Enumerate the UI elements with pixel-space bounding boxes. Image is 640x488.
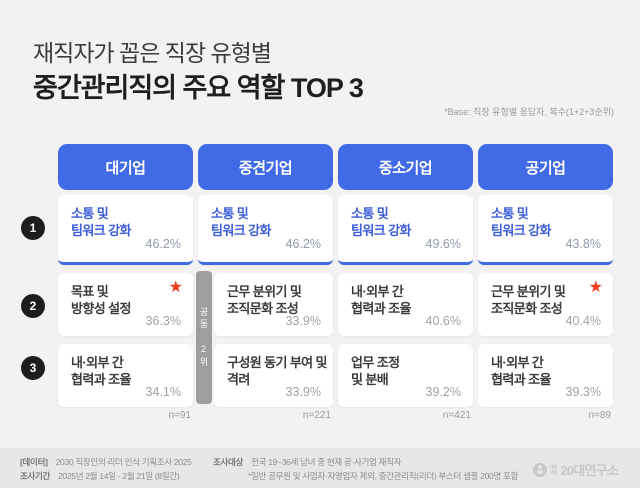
column-header-midsize-company: 중견기업: [198, 144, 333, 190]
card-midsize-rank2: 근무 분위기 및 조직문화 조성 33.9%: [214, 273, 333, 336]
card-value: 49.6%: [425, 237, 461, 251]
card-value: 39.3%: [565, 385, 601, 399]
footer-target-value: 전국 19~36세 남녀 중 현재 공·사기업 재직자: [251, 457, 402, 467]
footer-period-value: 2025년 2월 14일 - 2월 21일 (8일간): [58, 471, 180, 481]
card-small-rank1: 소통 및 팀워크 강화 49.6%: [338, 195, 473, 265]
card-public-rank3: 내·외부 간 협력과 조율 39.3%: [478, 344, 613, 407]
card-label: 소통 및 팀워크 강화: [351, 206, 411, 238]
rank-1-badge: 1: [21, 216, 45, 240]
footer-target-line: 조사대상 전국 19~36세 남녀 중 현재 공·사기업 재직자: [213, 455, 518, 469]
sample-size-large: n=91: [168, 410, 191, 421]
column-header-public-company: 공기업: [478, 144, 613, 190]
page-title-line1: 재직자가 꼽은 직장 유형별: [33, 40, 272, 66]
page-title-line2: 중간관리직의 주요 역할 TOP 3: [33, 73, 364, 103]
column-header-large-company: 대기업: [58, 144, 193, 190]
logo-text: 20대연구소: [560, 463, 618, 478]
footer-period-label: 조사기간: [20, 471, 51, 481]
footer-survey-info: [데이터] 2030 직장인의 리더 인식 기획조사 2025 조사기간 2025년…: [20, 455, 192, 483]
card-small-rank2: 내·외부 간 협력과 조율 40.6%: [338, 273, 473, 336]
card-label: 내·외부 간 협력과 조율: [71, 355, 131, 387]
card-label: 소통 및 팀워크 강화: [491, 206, 551, 238]
card-large-rank3: 내·외부 간 협력과 조율 34.1%: [58, 344, 193, 407]
card-label: 소통 및 팀워크 강화: [211, 206, 271, 238]
footer-target-info: 조사대상 전국 19~36세 남녀 중 현재 공·사기업 재직자 *일반 공무원 …: [213, 455, 518, 483]
footer-data-label: [데이터]: [20, 457, 48, 467]
card-label: 목표 및 방향성 설정: [71, 284, 131, 316]
base-note: *Base: 직장 유형별 응답자, 복수(1+2+3순위): [444, 107, 614, 117]
card-label: 근무 분위기 및 조직문화 조성: [227, 284, 302, 316]
card-value: 43.8%: [565, 237, 601, 251]
card-label: 내·외부 간 협력과 조율: [351, 284, 411, 316]
footer-target-note: *일반 공무원 및 사업자·자영업자 제외, 중간관리직(리더) 부스터 샘플 …: [248, 471, 519, 481]
footer-period-line: 조사기간 2025년 2월 14일 - 2월 21일 (8일간): [20, 469, 192, 483]
brand-logo: 대학 내일 20대연구소: [532, 460, 619, 479]
tie-second-place-tab: 공동 2위: [196, 271, 212, 404]
card-value: 40.6%: [425, 314, 461, 328]
card-value: 39.2%: [425, 385, 461, 399]
star-icon: ★: [588, 279, 603, 296]
card-value: 36.3%: [145, 314, 181, 328]
card-midsize-rank3: 구성원 동기 부여 및 격려 33.9%: [214, 344, 333, 407]
card-large-rank1: 소통 및 팀워크 강화 46.2%: [58, 195, 193, 265]
card-label: 업무 조정 및 분배: [351, 355, 400, 387]
sample-size-public: n=89: [588, 410, 611, 421]
star-icon: ★: [168, 279, 183, 296]
card-value: 46.2%: [285, 237, 321, 251]
sample-size-small: n=421: [442, 410, 471, 421]
logo-icon: [532, 462, 547, 477]
card-value: 33.9%: [285, 314, 321, 328]
card-small-rank3: 업무 조정 및 분배 39.2%: [338, 344, 473, 407]
rank-2-badge: 2: [21, 294, 45, 318]
footer-target-label: 조사대상: [213, 457, 244, 467]
card-value: 40.4%: [565, 314, 601, 328]
card-large-rank2: 목표 및 방향성 설정 ★ 36.3%: [58, 273, 193, 336]
card-value: 34.1%: [145, 385, 181, 399]
card-value: 46.2%: [145, 237, 181, 251]
column-header-small-company: 중소기업: [338, 144, 473, 190]
rank-3-badge: 3: [21, 356, 45, 380]
logo-small-text: 대학 내일: [549, 464, 558, 475]
card-label: 내·외부 간 협력과 조율: [491, 355, 551, 387]
card-value: 33.9%: [285, 385, 321, 399]
footer-data-line: [데이터] 2030 직장인의 리더 인식 기획조사 2025: [20, 455, 192, 469]
card-label: 소통 및 팀워크 강화: [71, 206, 131, 238]
footer: [데이터] 2030 직장인의 리더 인식 기획조사 2025 조사기간 2025년…: [0, 448, 640, 488]
sample-size-midsize: n=221: [302, 410, 331, 421]
footer-data-value: 2030 직장인의 리더 인식 기획조사 2025: [55, 457, 192, 467]
card-public-rank2: 근무 분위기 및 조직문화 조성 ★ 40.4%: [478, 273, 613, 336]
card-public-rank1: 소통 및 팀워크 강화 43.8%: [478, 195, 613, 265]
card-label: 근무 분위기 및 조직문화 조성: [491, 284, 566, 316]
card-label: 구성원 동기 부여 및 격려: [227, 355, 328, 387]
card-midsize-rank1: 소통 및 팀워크 강화 46.2%: [198, 195, 333, 265]
